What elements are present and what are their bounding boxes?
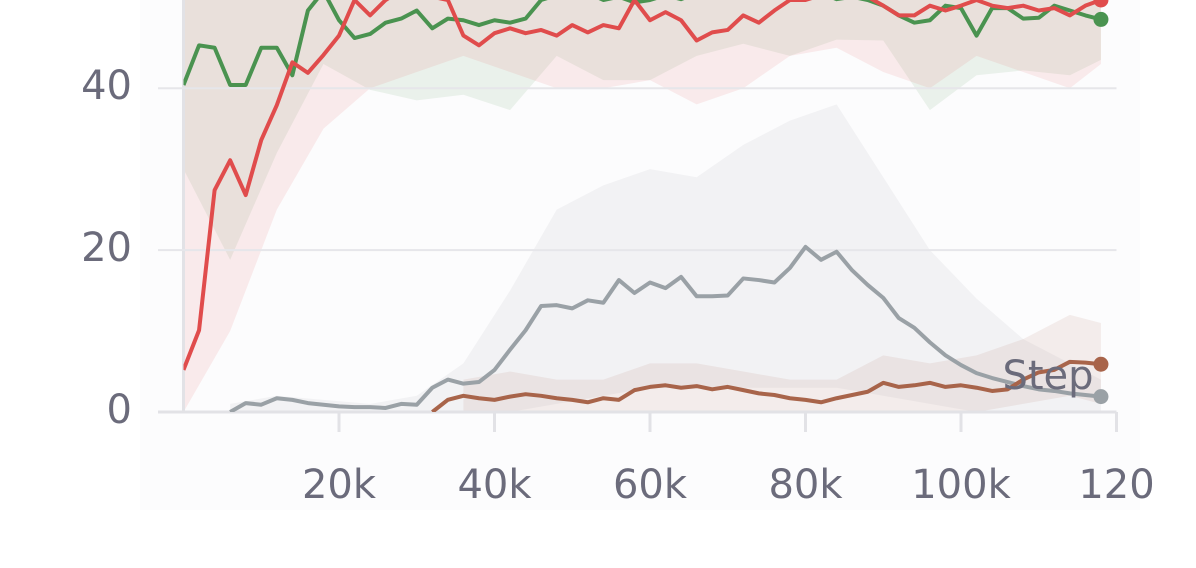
labels: 0 20 40 20k 40k 60k 80k 100k 120 — [81, 63, 1155, 508]
series-line — [431, 359, 1102, 412]
end-dot — [1093, 356, 1109, 372]
y-tick-label: 40 — [81, 63, 132, 109]
band — [183, 0, 1101, 260]
end-dot — [1093, 11, 1109, 27]
y-tick-label: 20 — [81, 225, 132, 271]
band — [183, 0, 1101, 412]
x-tick-label: 60k — [613, 462, 688, 508]
lines — [183, 0, 1109, 412]
end-dot — [1093, 0, 1109, 8]
x-tick-label: 120 — [1078, 462, 1154, 508]
series-line — [183, 0, 1102, 371]
series-line — [183, 0, 1102, 87]
x-tick-label: 80k — [768, 462, 843, 508]
x-tick-label: 40k — [457, 462, 532, 508]
series-line — [229, 244, 1102, 412]
plot-background — [140, 0, 1140, 510]
x-tick-label: 100k — [911, 462, 1011, 508]
y-tick-label: 0 — [107, 387, 132, 433]
end-dot — [1093, 389, 1109, 405]
band — [230, 104, 1101, 412]
x-axis-title: Step — [1002, 353, 1093, 399]
x-tick-label: 20k — [302, 462, 377, 508]
grid — [158, 0, 1118, 432]
